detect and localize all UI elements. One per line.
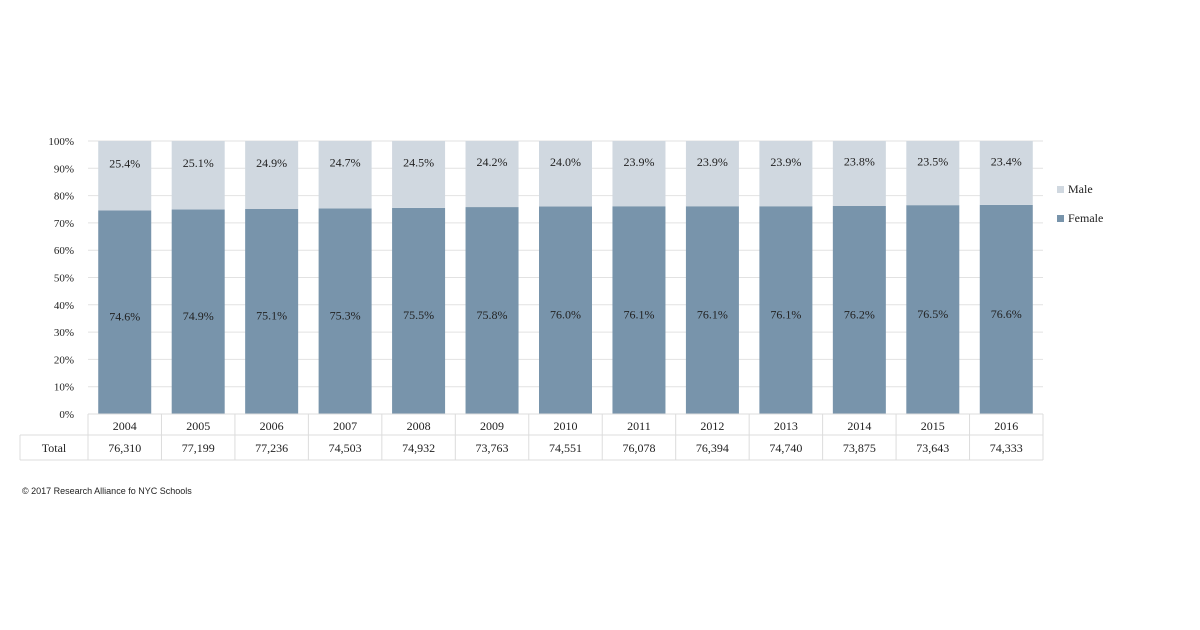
bar-male: [979, 141, 1033, 205]
legend-label-male: Male: [1068, 182, 1093, 196]
table-total-value: 77,236: [255, 441, 288, 455]
bar-male: [906, 141, 960, 206]
data-label-male: 25.4%: [109, 156, 140, 170]
y-tick-label: 60%: [54, 245, 74, 257]
y-tick-label: 10%: [54, 382, 74, 394]
table-total-value: 74,503: [329, 441, 362, 455]
data-label-female: 76.1%: [697, 307, 728, 321]
y-tick-label: 20%: [54, 354, 74, 366]
y-tick-label: 40%: [54, 300, 74, 312]
y-tick-label: 90%: [54, 163, 74, 175]
table-total-value: 74,740: [769, 441, 802, 455]
x-tick-label: 2004: [113, 419, 137, 433]
table-total-value: 76,394: [696, 441, 729, 455]
x-tick-label: 2006: [260, 419, 284, 433]
bar-female: [979, 204, 1033, 414]
x-tick-label: 2016: [994, 419, 1018, 433]
data-label-male: 24.7%: [330, 156, 361, 170]
data-label-male: 23.8%: [844, 155, 875, 169]
data-label-male: 23.9%: [623, 155, 654, 169]
x-tick-label: 2012: [700, 419, 724, 433]
bar-male: [98, 141, 152, 211]
data-label-female: 75.1%: [256, 309, 287, 323]
bar-male: [465, 141, 519, 208]
table-total-value: 74,333: [990, 441, 1023, 455]
y-tick-label: 70%: [54, 218, 74, 230]
bar-male: [171, 141, 225, 210]
data-label-female: 75.8%: [477, 308, 508, 322]
bar-female: [906, 205, 960, 414]
bar-female: [612, 206, 666, 414]
data-label-male: 24.2%: [477, 155, 508, 169]
bar-female: [685, 206, 739, 414]
stacked-bar-chart: 0% 10% 20% 30% 40% 50% 60% 70% 80% 90% 100% 74.6% 25…: [19, 136, 1103, 461]
x-tick-label: 2010: [554, 419, 578, 433]
x-tick-label: 2007: [333, 419, 357, 433]
data-label-female: 75.3%: [330, 308, 361, 322]
bar-male: [685, 141, 739, 207]
table-total-value: 73,763: [476, 441, 509, 455]
bar-female: [245, 208, 299, 414]
bar-female: [759, 206, 813, 414]
bar-female: [832, 205, 886, 414]
y-tick-label: 30%: [54, 327, 74, 339]
legend-swatch-female: [1057, 215, 1064, 222]
table-total-value: 76,310: [108, 441, 141, 455]
data-label-male: 23.5%: [917, 154, 948, 168]
bar-female: [98, 210, 152, 414]
table-total-value: 76,078: [622, 441, 655, 455]
table-total-value: 73,875: [843, 441, 876, 455]
data-label-male: 23.9%: [770, 155, 801, 169]
bar-male: [245, 141, 299, 209]
data-label-male: 24.0%: [550, 155, 581, 169]
bar-female: [392, 207, 446, 414]
data-label-female: 76.0%: [550, 308, 581, 322]
bar-male: [539, 141, 592, 207]
table-total-value: 73,643: [916, 441, 949, 455]
data-label-male: 24.9%: [256, 156, 287, 170]
copyright-footer: © 2017 Research Alliance fo NYC Schools: [22, 486, 192, 496]
bar-female: [318, 208, 372, 414]
bar-female: [539, 206, 592, 414]
data-label-male: 25.1%: [183, 156, 214, 170]
bar-male: [832, 141, 886, 206]
bar-female: [171, 209, 225, 414]
x-tick-label: 2009: [480, 419, 504, 433]
data-label-female: 76.1%: [623, 307, 654, 321]
table-row-label: Total: [42, 441, 67, 455]
x-tick-label: 2015: [921, 419, 945, 433]
y-tick-label: 0%: [59, 409, 74, 421]
x-tick-label: 2008: [407, 419, 431, 433]
data-label-female: 75.5%: [403, 308, 434, 322]
x-tick-label: 2014: [847, 419, 871, 433]
data-label-female: 76.2%: [844, 307, 875, 321]
bar-male: [318, 141, 372, 209]
table-total-value: 74,932: [402, 441, 435, 455]
table-total-value: 77,199: [182, 441, 215, 455]
table-total-value: 74,551: [549, 441, 582, 455]
data-label-female: 74.9%: [183, 309, 214, 323]
data-label-female: 76.5%: [917, 307, 948, 321]
data-label-female: 76.1%: [770, 307, 801, 321]
legend-label-female: Female: [1068, 211, 1103, 225]
bar-female: [465, 207, 519, 414]
x-tick-label: 2005: [186, 419, 210, 433]
x-tick-label: 2011: [627, 419, 651, 433]
bar-male: [612, 141, 666, 207]
legend-swatch-male: [1057, 186, 1064, 193]
x-tick-label: 2013: [774, 419, 798, 433]
data-label-male: 23.4%: [991, 154, 1022, 168]
y-tick-label: 80%: [54, 191, 74, 203]
data-label-female: 76.6%: [991, 307, 1022, 321]
data-label-female: 74.6%: [109, 309, 140, 323]
bar-male: [392, 141, 446, 208]
bar-male: [759, 141, 813, 207]
y-tick-label: 100%: [48, 136, 74, 148]
data-label-male: 24.5%: [403, 155, 434, 169]
y-tick-label: 50%: [54, 273, 74, 285]
data-label-male: 23.9%: [697, 155, 728, 169]
